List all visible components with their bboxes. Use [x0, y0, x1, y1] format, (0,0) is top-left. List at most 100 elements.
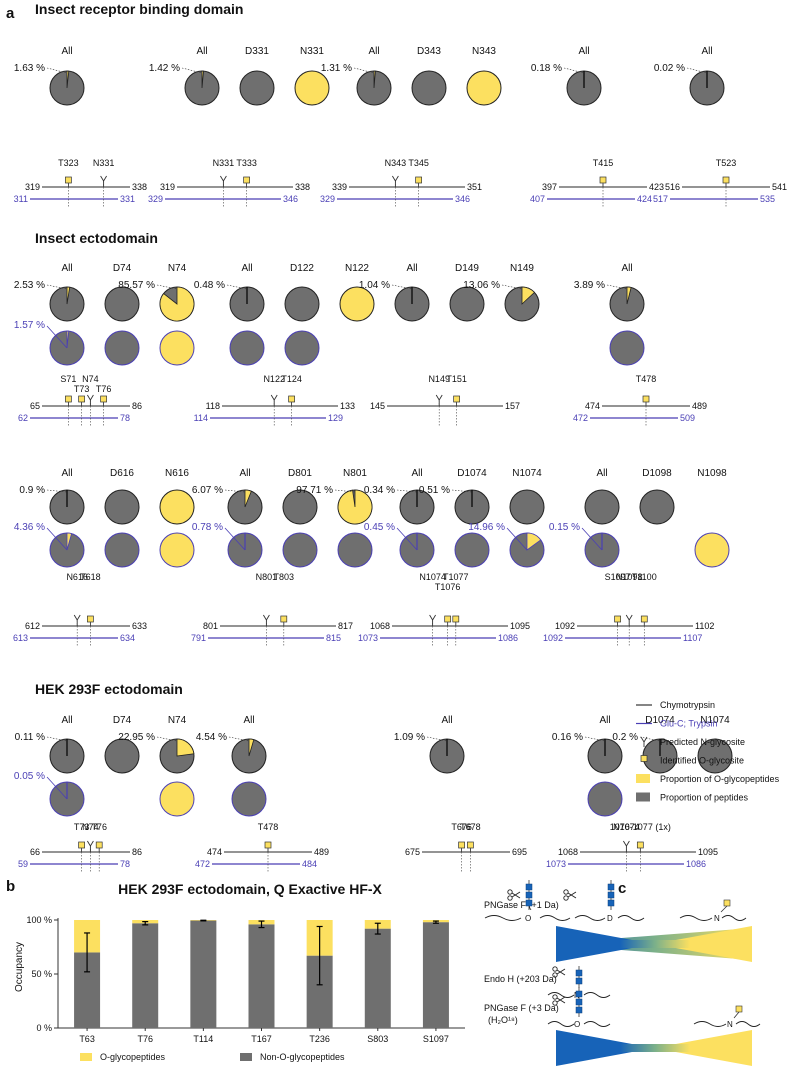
peptide-start: 1068 [370, 621, 390, 631]
pie-chymotrypsin-disc [449, 286, 485, 322]
pie-gluc-trypsin-slice [66, 330, 70, 349]
o-glycosite-icon [453, 395, 460, 403]
peptide-end-blue: 331 [120, 194, 135, 204]
percent-leader [584, 736, 606, 742]
pie-chymotrypsin [504, 286, 540, 322]
peptide-end: 489 [692, 401, 707, 411]
pie-chymotrypsin [609, 286, 645, 322]
peptide-start-blue: 791 [191, 633, 206, 643]
percent-label: 1.42 % [149, 63, 180, 74]
pie-gluc-trypsin [454, 532, 490, 568]
pie-gluc-trypsin-disc [587, 781, 623, 817]
gradient-center [620, 1044, 690, 1052]
site-label: N149 [428, 374, 450, 384]
o-glycosite-icon [614, 615, 621, 623]
n-glycosite-icon [87, 394, 94, 406]
peptide-start-blue: 472 [195, 859, 210, 869]
site-label: T151 [446, 374, 467, 384]
peptide-start: 319 [25, 182, 40, 192]
pie-gluc-trypsin [159, 781, 195, 817]
percent-leader [563, 67, 585, 74]
percent-leader-blue [506, 527, 528, 551]
pie-gluc-trypsin-disc [454, 532, 490, 568]
legend-label: Predicted N-glycosite [660, 737, 745, 747]
scissors-ring-1 [563, 889, 569, 895]
scissors-icon [552, 966, 566, 978]
panel-c-letter: c [618, 880, 626, 897]
pie-chymotrypsin-disc [104, 286, 140, 322]
pie-chymotrypsin [229, 286, 265, 322]
pie-chymotrypsin [184, 70, 220, 106]
scissors-blades [556, 968, 566, 976]
peptide-end: 338 [132, 182, 147, 192]
pie-group: All 0.16 % D1074 0.2 % N1074 1068 1095 1073 1086… [546, 715, 733, 872]
legend-label: Chymotrypsin [660, 700, 715, 710]
percent-leader [451, 489, 473, 493]
column-label: D74 [113, 715, 132, 726]
gradient-right-wedge [654, 1030, 752, 1066]
percent-label: 4.54 % [196, 732, 227, 743]
y-tick-label: 0 % [36, 1023, 52, 1033]
bar-non-o-glycopeptides [248, 924, 275, 1028]
pie-chymotrypsin [509, 489, 545, 525]
pie-group: All 3.89 % 474 489 472 509 T478 [573, 263, 707, 426]
pie-chymotrypsin [689, 70, 725, 106]
site-label: N616 [66, 572, 88, 582]
glcnac-icon [607, 899, 615, 907]
glcnac-icon [525, 891, 533, 899]
pie-chymotrypsin [104, 738, 140, 774]
site-label: T124 [281, 374, 302, 384]
peptide-start-blue: 62 [18, 413, 28, 423]
o-glycosite-icon [78, 395, 85, 403]
pie-chymotrypsin-slice [244, 489, 252, 508]
o-glycosite-icon [87, 615, 94, 623]
peptide-backbone [574, 915, 606, 921]
pie-chymotrypsin [639, 489, 675, 525]
percent-leader-blue [46, 776, 68, 800]
y-tick-label: 100 % [26, 915, 52, 925]
peptide-end-blue: 1086 [498, 633, 518, 643]
percent-leader [224, 489, 246, 493]
pie-gluc-trypsin-disc [159, 781, 195, 817]
atom-label: D [607, 914, 613, 923]
site-label: T803 [274, 572, 295, 582]
percent-leader [156, 284, 178, 290]
column-label: D331 [245, 46, 269, 57]
pie-chymotrypsin-slice [521, 286, 536, 305]
o-glycosite-icon [78, 841, 85, 849]
peptide-backbone [617, 915, 645, 921]
site-label: 1076-1077 (1x) [610, 822, 671, 832]
column-label: N801 [343, 468, 367, 479]
percent-leader [46, 67, 68, 74]
column-label: D74 [113, 263, 132, 274]
percent-label: 0.2 % [612, 732, 638, 743]
site-label: S71 [60, 374, 76, 384]
percent-label: 1.09 % [394, 732, 425, 743]
scissors-blades [567, 891, 577, 899]
n-glycosite-icon [73, 614, 81, 626]
site-label: T333 [236, 158, 257, 168]
peptide-backbone [679, 915, 713, 921]
glcnac-icon [575, 977, 583, 985]
legend-label: Proportion of O-glycopeptides [660, 774, 780, 784]
peptide-start-blue: 114 [194, 413, 208, 423]
peptide-start-blue: 329 [148, 194, 163, 204]
column-label: All [441, 715, 452, 726]
scissors-blades [556, 996, 566, 1004]
percent-leader-blue [224, 527, 246, 551]
pie-gluc-trypsin [104, 330, 140, 366]
site-label: T323 [58, 158, 79, 168]
peptide-backbone [539, 915, 571, 921]
peptide-start: 145 [370, 401, 385, 411]
pie-gluc-trypsin-disc [694, 532, 730, 568]
bar-chart: 0 % 50 % 100 % T63 T76 T114 T167 T236 S803 S1097 O… [26, 915, 465, 1062]
column-label: All [61, 468, 72, 479]
peptide-backbone [547, 1021, 575, 1027]
percent-label: 0.02 % [654, 63, 685, 74]
column-label: N1098 [697, 468, 727, 479]
pie-gluc-trypsin [609, 330, 645, 366]
pngase-f-1-label: PNGase F (+1 Da) [484, 900, 559, 910]
column-label: All [411, 468, 422, 479]
column-label: All [239, 468, 250, 479]
